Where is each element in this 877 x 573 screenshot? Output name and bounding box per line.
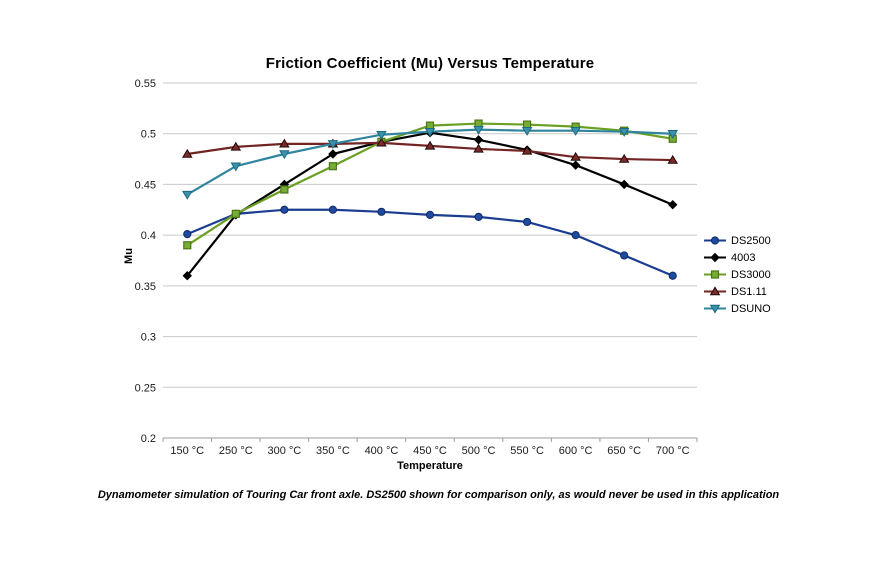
legend-label: DS3000: [731, 268, 771, 281]
x-tick-label: 400 °C: [365, 445, 399, 457]
y-tick-label: 0.35: [135, 281, 156, 293]
marker-triangle-down: [570, 126, 581, 136]
x-tick-label: 500 °C: [462, 445, 496, 457]
legend-marker-icon: [704, 304, 726, 314]
marker-circle: [328, 205, 338, 214]
x-tick-label: 350 °C: [316, 445, 350, 457]
marker-diamond: [710, 252, 720, 263]
marker-triangle-up: [376, 137, 387, 147]
marker-triangle-up: [709, 286, 721, 296]
x-tick-label: 550 °C: [510, 445, 544, 457]
series-line-4003: [186, 131, 674, 277]
marker-triangle-down: [279, 150, 290, 160]
marker-diamond: [328, 149, 338, 159]
x-tick-label: 450 °C: [413, 445, 447, 457]
marker-diamond: [619, 179, 629, 190]
legend-label: DS1.11: [731, 285, 767, 298]
legend-item-DS2500: DS2500: [704, 234, 771, 247]
marker-triangle-down: [521, 126, 533, 136]
marker-triangle-down: [376, 131, 387, 140]
marker-triangle-up: [230, 141, 242, 151]
marker-triangle-up: [667, 154, 679, 164]
y-tick-label: 0.3: [141, 332, 156, 344]
marker-square: [231, 209, 240, 218]
marker-circle: [425, 210, 435, 219]
legend-marker-icon: [704, 236, 726, 245]
marker-circle: [620, 251, 629, 260]
legend-item-DS1.11: DS1.11: [704, 285, 771, 298]
marker-triangle-down: [473, 125, 484, 135]
marker-triangle-up: [618, 153, 630, 163]
y-tick-label: 0.2: [141, 433, 156, 445]
marker-diamond: [473, 135, 484, 145]
marker-diamond: [570, 160, 581, 170]
marker-triangle-up: [521, 145, 533, 155]
marker-triangle-up: [279, 138, 290, 148]
y-tick-label: 0.45: [135, 179, 156, 191]
chart-title: Friction Coefficient (Mu) Versus Tempera…: [265, 55, 595, 72]
marker-square: [183, 241, 192, 250]
y-tick-label: 0.25: [135, 382, 156, 394]
x-tick-label: 150 °C: [170, 445, 204, 457]
marker-triangle-down: [230, 162, 242, 172]
marker-triangle-up: [570, 151, 581, 161]
marker-circle: [571, 231, 580, 240]
legend-item-4003: 4003: [704, 251, 771, 264]
x-tick-label: 250 °C: [219, 445, 253, 457]
marker-triangle-down: [327, 140, 339, 150]
x-tick-label: 600 °C: [559, 445, 593, 457]
x-tick-label: 700 °C: [656, 445, 690, 457]
marker-triangle-up: [424, 140, 436, 150]
marker-diamond: [668, 200, 678, 210]
legend-marker-icon: [704, 286, 726, 296]
caption: Dynamometer simulation of Touring Car fr…: [97, 489, 780, 501]
legend-item-DS3000: DS3000: [704, 268, 771, 281]
legend-label: 4003: [731, 251, 756, 264]
marker-circle: [668, 271, 677, 280]
legend-marker-icon: [704, 252, 726, 263]
legend: DS2500 4003 DS3000 DS1.11 DSUNO: [704, 234, 771, 315]
legend-marker-icon: [704, 270, 726, 279]
marker-diamond: [182, 271, 192, 281]
y-axis-title: Mu: [123, 248, 135, 264]
marker-triangle-up: [473, 143, 484, 153]
marker-circle: [474, 212, 483, 221]
legend-label: DS2500: [731, 234, 771, 247]
marker-triangle-down: [709, 304, 721, 314]
marker-triangle-down: [424, 127, 436, 137]
marker-circle: [710, 236, 720, 245]
marker-circle: [522, 217, 532, 227]
marker-circle: [183, 230, 192, 239]
legend-item-DSUNO: DSUNO: [704, 302, 771, 315]
marker-square: [710, 270, 720, 279]
y-tick-label: 0.4: [141, 230, 156, 242]
series-line-DS2500: [186, 208, 674, 277]
marker-square: [328, 162, 338, 171]
x-tick-label: 300 °C: [267, 445, 301, 457]
marker-triangle-down: [181, 190, 193, 200]
marker-circle: [280, 205, 289, 214]
marker-triangle-down: [667, 130, 679, 139]
marker-square: [280, 185, 289, 194]
y-tick-label: 0.55: [135, 78, 156, 90]
marker-circle: [377, 207, 386, 216]
y-tick-label: 0.5: [141, 129, 156, 141]
marker-triangle-up: [181, 148, 193, 158]
marker-triangle-down: [618, 127, 630, 137]
x-axis-title: Temperature: [397, 460, 463, 472]
x-tick-label: 650 °C: [607, 445, 641, 457]
legend-label: DSUNO: [731, 302, 771, 315]
